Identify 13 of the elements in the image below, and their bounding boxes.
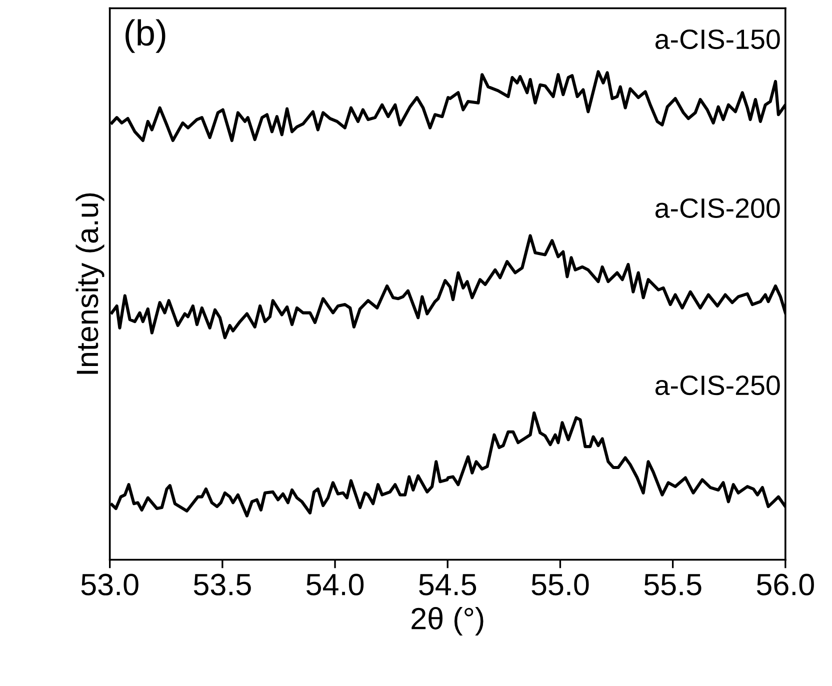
x-tick-label: 56.0 xyxy=(756,574,814,596)
x-tick-label: 53.5 xyxy=(194,574,251,596)
x-tick-label: 55.0 xyxy=(532,574,589,596)
x-tick-label: 54.5 xyxy=(419,574,476,596)
x-tick-label: 54.0 xyxy=(306,574,364,596)
series-label: a-CIS-150 xyxy=(655,29,780,50)
x-tick-label: 55.5 xyxy=(644,574,702,596)
series-label: a-CIS-200 xyxy=(655,198,780,218)
y-axis-title: Intensity (a.u) xyxy=(76,193,104,374)
x-tick-label: 53.0 xyxy=(81,574,138,596)
x-axis-title: 2θ (°) xyxy=(412,607,484,636)
text: (b) xyxy=(126,19,166,53)
text: a-CIS-250 xyxy=(655,375,780,396)
